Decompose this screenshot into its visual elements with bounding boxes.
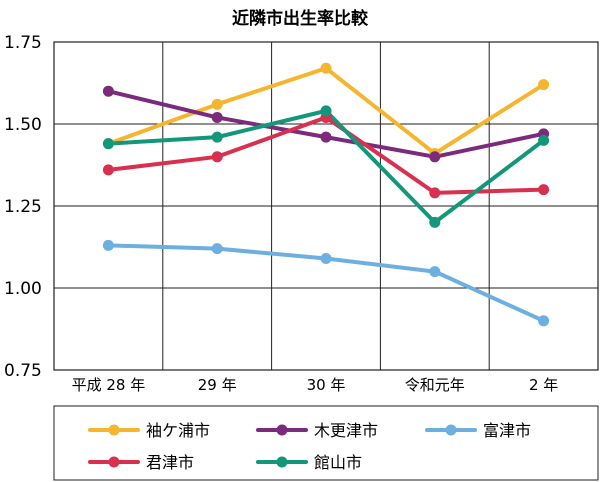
series-points — [102, 62, 550, 327]
y-tick-label: 0.75 — [4, 361, 42, 381]
legend-swatch-marker — [445, 424, 457, 436]
x-tick-label: 29 年 — [198, 376, 237, 394]
data-point-3-3 — [429, 187, 441, 199]
data-point-3-0 — [102, 164, 114, 176]
data-point-4-0 — [102, 138, 114, 150]
y-axis-ticks: 1.75 1.50 1.25 1.00 0.75 — [4, 33, 42, 381]
data-point-1-1 — [211, 111, 223, 123]
data-point-2-4 — [538, 315, 550, 327]
legend-item-4: 館山市 — [256, 453, 362, 472]
x-tick-label: 2 年 — [529, 376, 558, 394]
legend-item-2: 富津市 — [425, 421, 531, 440]
legend-label: 富津市 — [483, 421, 531, 440]
legend-label: 木更津市 — [314, 421, 378, 440]
y-tick-label: 1.75 — [4, 33, 42, 53]
data-point-3-1 — [211, 151, 223, 163]
legend-label: 袖ケ浦市 — [146, 421, 210, 440]
x-tick-label: 30 年 — [307, 376, 346, 394]
legend-item-0: 袖ケ浦市 — [88, 421, 210, 440]
x-axis-ticks: 平成 28 年 29 年 30 年 令和元年 2 年 — [72, 376, 559, 394]
grid-lines — [54, 42, 598, 370]
data-point-2-1 — [211, 243, 223, 255]
data-point-1-0 — [102, 85, 114, 97]
y-tick-label: 1.25 — [4, 197, 42, 217]
legend-swatch-marker — [276, 424, 288, 436]
data-point-4-2 — [320, 105, 332, 117]
data-point-0-4 — [538, 79, 550, 91]
data-point-3-4 — [538, 184, 550, 196]
x-tick-label: 平成 28 年 — [72, 376, 146, 394]
y-tick-label: 1.50 — [4, 115, 42, 135]
legend-label: 館山市 — [314, 453, 362, 472]
data-point-0-2 — [320, 62, 332, 74]
legend-label: 君津市 — [146, 453, 194, 472]
x-tick-label: 令和元年 — [405, 376, 465, 394]
data-point-4-4 — [538, 134, 550, 146]
legend-item-3: 君津市 — [88, 453, 194, 472]
legend-swatch-marker — [108, 424, 120, 436]
data-point-0-1 — [211, 98, 223, 110]
series-line-3 — [106, 115, 546, 195]
data-point-4-3 — [429, 216, 441, 228]
data-point-4-1 — [211, 131, 223, 143]
data-point-2-3 — [429, 266, 441, 278]
data-point-2-2 — [320, 252, 332, 264]
plot-area-frame — [53, 41, 599, 371]
legend-item-1: 木更津市 — [256, 421, 378, 440]
chart-title: 近隣市出生率比較 — [232, 8, 369, 29]
data-point-1-2 — [320, 131, 332, 143]
data-point-2-0 — [102, 239, 114, 251]
legend-swatch-marker — [276, 456, 288, 468]
y-tick-label: 1.00 — [4, 279, 42, 299]
legend-frame — [53, 405, 599, 481]
legend-swatch-marker — [108, 456, 120, 468]
data-point-1-3 — [429, 151, 441, 163]
